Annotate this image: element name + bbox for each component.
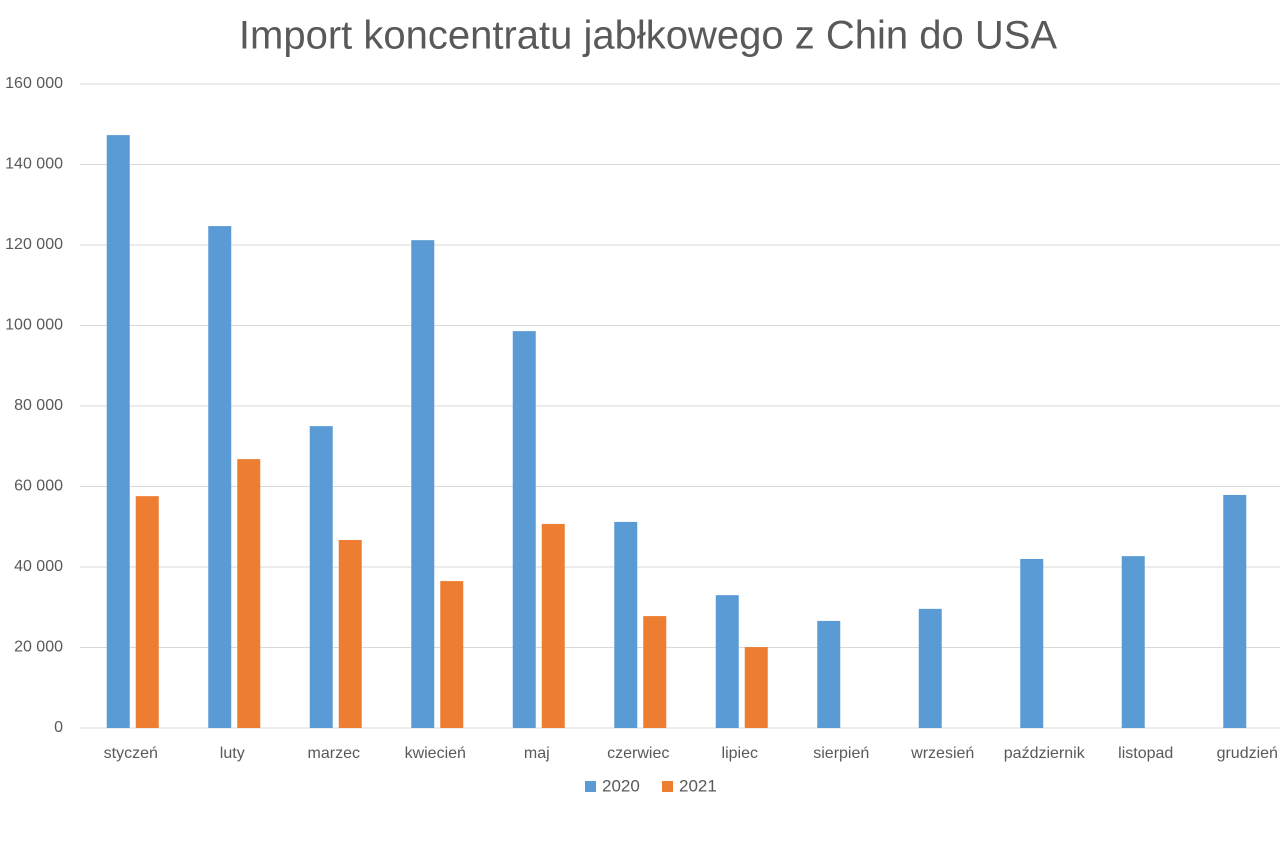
legend-label: 2021 xyxy=(679,776,717,795)
y-tick-label: 20 000 xyxy=(14,639,63,656)
bar xyxy=(817,620,841,728)
bar xyxy=(135,496,159,728)
bar xyxy=(614,521,638,728)
bar xyxy=(338,540,362,728)
y-tick-label: 140 000 xyxy=(5,156,63,173)
x-tick-label: listopad xyxy=(1118,745,1173,762)
bar xyxy=(1020,558,1044,728)
y-tick-label: 100 000 xyxy=(5,317,63,334)
bar xyxy=(237,459,261,728)
bar xyxy=(643,616,667,728)
bar xyxy=(541,523,565,728)
legend-swatch xyxy=(585,781,596,792)
bar xyxy=(715,595,739,728)
bar xyxy=(744,647,768,728)
x-tick-label: grudzień xyxy=(1217,745,1278,762)
x-tick-label: marzec xyxy=(308,745,360,762)
legend-label: 2020 xyxy=(602,776,640,795)
bar xyxy=(918,608,942,728)
x-tick-label: lipiec xyxy=(722,745,758,762)
bar xyxy=(512,331,536,728)
bar xyxy=(411,240,435,729)
y-tick-label: 40 000 xyxy=(14,558,63,575)
x-tick-label: wrzesień xyxy=(910,745,974,762)
x-tick-label: czerwiec xyxy=(607,745,669,762)
bar xyxy=(440,581,464,728)
bar xyxy=(208,226,232,728)
bar xyxy=(106,135,130,728)
y-tick-label: 80 000 xyxy=(14,397,63,414)
x-tick-label: październik xyxy=(1004,745,1086,762)
y-tick-label: 120 000 xyxy=(5,236,63,253)
x-tick-label: luty xyxy=(220,745,245,762)
x-tick-label: sierpień xyxy=(813,745,869,762)
x-tick-label: styczeń xyxy=(104,745,158,762)
legend-swatch xyxy=(662,781,673,792)
bar xyxy=(1121,556,1145,728)
y-tick-label: 0 xyxy=(54,719,63,736)
bar xyxy=(1223,494,1247,728)
x-tick-label: kwiecień xyxy=(405,745,466,762)
y-tick-label: 60 000 xyxy=(14,478,63,495)
y-tick-label: 160 000 xyxy=(5,75,63,92)
chart-title: Import koncentratu jabłkowego z Chin do … xyxy=(239,14,1058,58)
x-tick-label: maj xyxy=(524,745,550,762)
bar xyxy=(309,426,333,728)
